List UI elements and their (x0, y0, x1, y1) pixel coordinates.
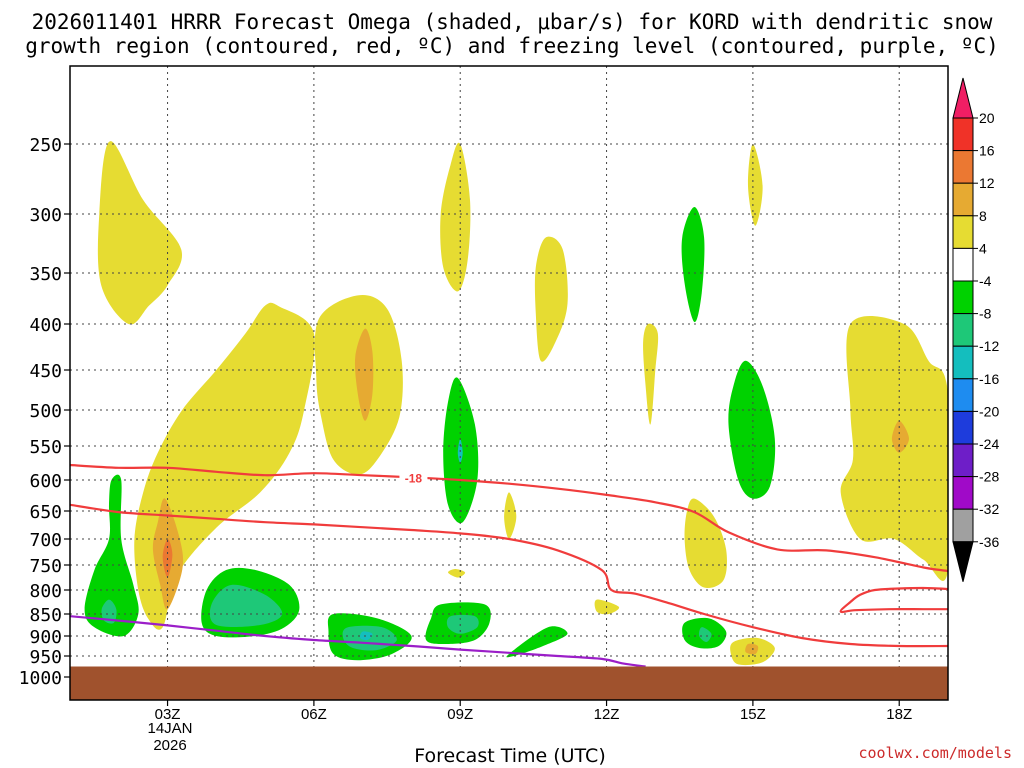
colorbar-box-0 (952, 117, 974, 152)
colorbar-label-2: 12 (979, 175, 995, 191)
colorbar-box-7 (952, 345, 974, 380)
colorbar-box-2 (952, 182, 974, 217)
chart-title-line2: growth region (contoured, red, ºC) and f… (25, 34, 999, 58)
x-axis-title: Forecast Time (UTC) (414, 745, 606, 767)
y-tick-label-500: 500 (29, 401, 62, 422)
omega-region-33 (359, 631, 373, 641)
colorbar-top-arrow (952, 77, 974, 119)
colorbar-box-12 (952, 508, 974, 543)
y-tick-label-950: 950 (29, 647, 62, 668)
colorbar-box-10 (952, 443, 974, 478)
terrain-block (70, 666, 948, 700)
y-tick-label-750: 750 (29, 556, 62, 577)
y-tick-label-350: 350 (29, 264, 62, 285)
colorbar-box-4 (952, 247, 974, 282)
y-tick-label-700: 700 (29, 530, 62, 551)
colorbar-bottom-arrow (952, 541, 974, 582)
omega-region-31 (698, 627, 712, 643)
omega-region-6 (504, 492, 517, 539)
colorbar-label-8: -16 (979, 371, 999, 387)
omega-region-16 (745, 643, 759, 655)
colorbar-label-13: -36 (979, 534, 999, 550)
date-label-year: 2026 (153, 737, 187, 754)
omega-region-9 (684, 498, 727, 588)
colorbar-label-5: -4 (979, 273, 992, 289)
plot-area: -18 (70, 66, 948, 700)
omega-region-24 (681, 207, 705, 323)
colorbar-box-11 (952, 476, 974, 510)
omega-region-12 (840, 316, 948, 581)
omega-region-25 (728, 360, 776, 499)
colorbar-label-11: -28 (979, 469, 999, 485)
y-tick-label-300: 300 (29, 205, 62, 226)
omega-region-18 (84, 474, 139, 637)
omega-region-10 (747, 144, 763, 226)
colorbar-label-10: -24 (979, 436, 999, 452)
y-tick-label-550: 550 (29, 437, 62, 458)
date-label-day: 14JAN (147, 720, 193, 737)
colorbar-label-4: 4 (979, 240, 987, 256)
contour-dgz-loop (839, 586, 948, 614)
contour-dgz-upper-minus18 (70, 463, 948, 573)
omega-region-15 (891, 420, 909, 453)
contour-freezing-level (70, 615, 646, 668)
x-tick-label-15Z: 15Z (740, 706, 766, 723)
omega-region-30 (446, 614, 479, 634)
colorbar-box-8 (952, 378, 974, 412)
x-tick-label-03Z: 03Z (155, 706, 181, 723)
chart-title-line1: 2026011401 HRRR Forecast Omega (shaded, … (31, 10, 993, 34)
contour-label-0: -18 (405, 472, 423, 486)
contour-dgz-lower (70, 503, 948, 648)
omega-region-28 (101, 599, 117, 624)
y-tick-label-450: 450 (29, 361, 62, 382)
colorbar-label-6: -8 (979, 306, 992, 322)
colorbar-box-9 (952, 410, 974, 445)
omega-region-13 (354, 328, 374, 421)
colorbar-box-5 (952, 280, 974, 315)
x-tick-label-09Z: 09Z (447, 706, 473, 723)
omega-region-0 (97, 141, 183, 325)
y-tick-label-800: 800 (29, 581, 62, 602)
colorbar-label-7: -12 (979, 338, 999, 354)
colorbar-box-3 (952, 215, 974, 249)
omega-region-3 (440, 142, 471, 292)
y-tick-label-850: 850 (29, 605, 62, 626)
omega-region-5 (643, 323, 659, 425)
colorbar-label-1: 16 (979, 143, 995, 159)
y-tick-label-250: 250 (29, 135, 62, 156)
omega-region-23 (506, 626, 568, 658)
colorbar-label-9: -20 (979, 403, 999, 419)
y-tick-label-1000: 1000 (19, 668, 62, 689)
x-tick-label-06Z: 06Z (301, 706, 327, 723)
y-tick-label-650: 650 (29, 502, 62, 523)
omega-region-27 (209, 584, 283, 627)
credit-link[interactable]: coolwx.com/models (858, 744, 1012, 762)
colorbar-box-1 (952, 150, 974, 184)
y-tick-label-900: 900 (29, 627, 62, 648)
plot-frame (69, 65, 949, 701)
x-tick-label-18Z: 18Z (886, 706, 912, 723)
x-tick-label-12Z: 12Z (594, 706, 620, 723)
colorbar-label-3: 8 (979, 208, 987, 224)
colorbar-box-6 (952, 313, 974, 347)
colorbar-label-0: 20 (979, 110, 995, 126)
omega-region-7 (447, 569, 466, 578)
colorbar-label-12: -32 (979, 501, 999, 517)
y-tick-label-600: 600 (29, 471, 62, 492)
y-tick-label-400: 400 (29, 315, 62, 336)
contour-label-bg-0 (399, 469, 428, 486)
omega-region-4 (534, 236, 568, 362)
